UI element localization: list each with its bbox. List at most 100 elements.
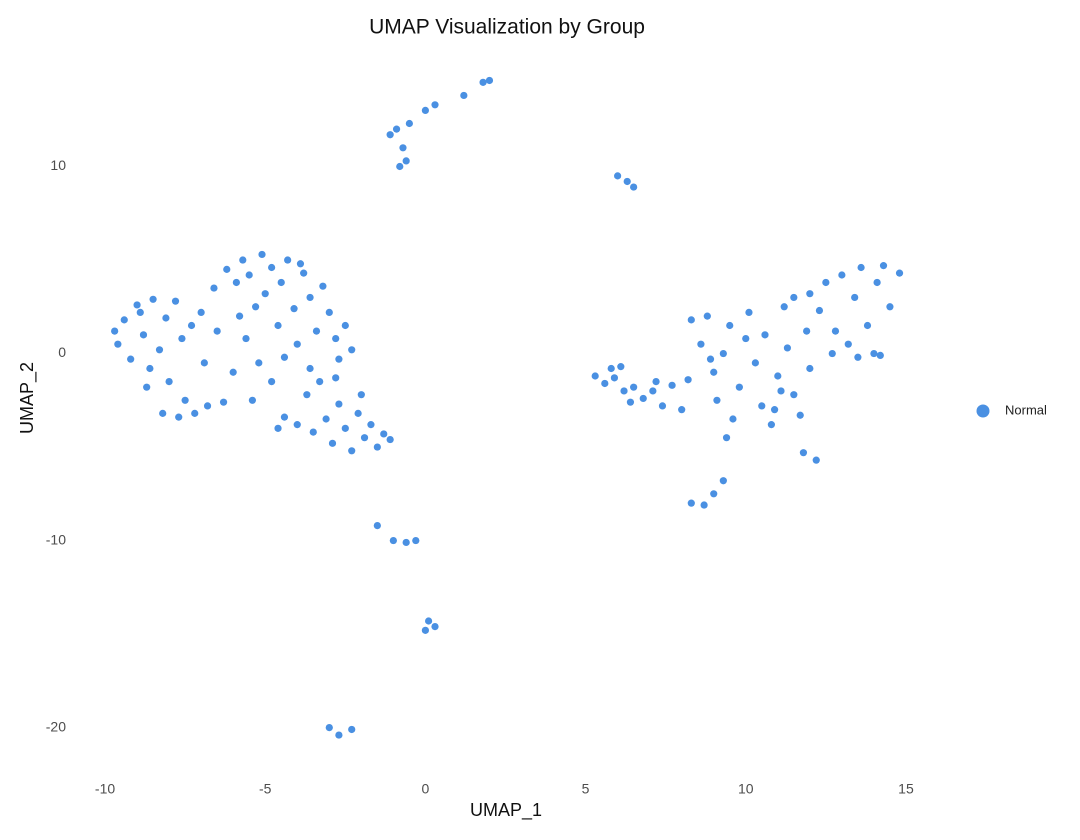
point xyxy=(886,303,894,311)
point xyxy=(412,536,420,545)
point xyxy=(851,293,859,302)
point xyxy=(373,443,381,451)
point xyxy=(761,331,769,339)
point xyxy=(277,278,285,287)
point xyxy=(268,263,276,272)
point xyxy=(639,394,647,403)
point xyxy=(303,391,311,399)
point xyxy=(296,260,305,268)
point xyxy=(293,340,301,348)
point xyxy=(396,162,404,171)
point xyxy=(726,321,734,330)
point xyxy=(706,355,715,363)
point xyxy=(149,295,157,303)
point xyxy=(252,303,260,311)
point xyxy=(623,177,631,186)
point xyxy=(710,490,718,498)
point xyxy=(159,409,167,417)
point xyxy=(165,377,173,386)
point xyxy=(844,340,852,348)
point xyxy=(341,321,349,330)
point xyxy=(895,269,904,277)
point xyxy=(485,76,494,85)
point xyxy=(790,391,798,399)
point xyxy=(796,411,804,419)
x-tick-label: -5 xyxy=(259,781,272,797)
point xyxy=(838,271,846,279)
y-axis-title: UMAP_2 xyxy=(17,362,38,434)
y-tick-label: 0 xyxy=(58,344,66,360)
point xyxy=(360,434,369,442)
point xyxy=(431,623,439,631)
point xyxy=(607,364,615,373)
point xyxy=(863,321,872,330)
point xyxy=(751,359,759,367)
point xyxy=(111,327,119,335)
point xyxy=(181,396,189,404)
point xyxy=(373,522,381,530)
y-tick-label: -20 xyxy=(46,718,66,734)
point xyxy=(341,424,349,432)
point xyxy=(309,428,317,436)
point xyxy=(421,626,429,634)
point xyxy=(803,327,811,335)
point xyxy=(386,435,394,444)
point xyxy=(175,413,183,421)
x-tick-label: 10 xyxy=(738,781,754,797)
point xyxy=(687,316,695,324)
point xyxy=(290,305,298,313)
point xyxy=(348,346,356,354)
point xyxy=(306,293,314,302)
point xyxy=(367,421,375,429)
point xyxy=(127,355,135,363)
point xyxy=(162,314,170,322)
point xyxy=(713,396,721,404)
point xyxy=(719,349,727,358)
point xyxy=(386,131,394,139)
point xyxy=(822,278,830,287)
point xyxy=(857,263,865,272)
point xyxy=(729,415,737,423)
point xyxy=(812,456,820,464)
point xyxy=(783,344,792,352)
point xyxy=(815,306,824,315)
point xyxy=(431,101,439,109)
point xyxy=(258,250,266,259)
point xyxy=(591,372,599,380)
point xyxy=(710,368,718,376)
point xyxy=(325,308,333,316)
point xyxy=(703,312,711,320)
point xyxy=(357,391,365,399)
point xyxy=(261,290,269,298)
point xyxy=(293,421,301,429)
point xyxy=(219,398,228,406)
point xyxy=(399,144,407,152)
point xyxy=(332,334,340,343)
point xyxy=(652,377,660,386)
point xyxy=(328,439,337,447)
point xyxy=(114,340,122,348)
x-tick-label: 0 xyxy=(422,781,430,797)
point xyxy=(614,172,622,180)
point xyxy=(610,374,619,382)
point xyxy=(223,265,231,273)
point xyxy=(232,278,240,287)
point xyxy=(719,477,727,485)
point xyxy=(630,383,638,391)
point xyxy=(178,334,186,343)
x-tick-label: 15 xyxy=(898,781,914,797)
x-tick-label: 5 xyxy=(582,781,590,797)
point xyxy=(335,355,343,363)
point xyxy=(245,271,253,279)
point xyxy=(187,321,196,330)
chart-title: UMAP Visualization by Group xyxy=(369,16,645,39)
point xyxy=(684,376,692,384)
point xyxy=(831,327,840,335)
point xyxy=(280,353,289,361)
point xyxy=(700,501,708,509)
point xyxy=(745,308,753,316)
point xyxy=(300,269,308,277)
point xyxy=(389,536,397,545)
point xyxy=(780,303,788,311)
